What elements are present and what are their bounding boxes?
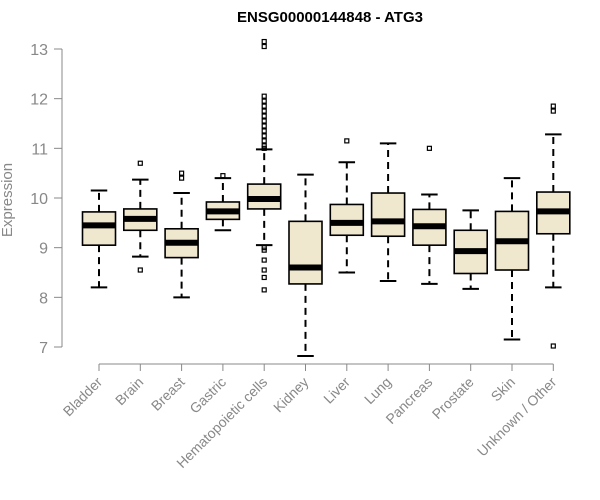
outlier-point <box>261 274 267 281</box>
box-iqr <box>288 220 323 285</box>
chart-title: ENSG00000144848 - ATG3 <box>237 9 423 26</box>
outlier-point <box>261 103 267 109</box>
box-group <box>494 177 530 341</box>
box-group <box>81 189 117 289</box>
outlier-point <box>137 267 143 273</box>
box-group <box>329 138 365 274</box>
outlier-point <box>550 103 556 109</box>
outlier-point <box>261 98 267 104</box>
outlier-point <box>550 343 556 349</box>
outlier-point <box>261 287 267 293</box>
boxes <box>81 38 571 357</box>
x-tick-label: Brain <box>112 374 146 408</box>
outlier-point <box>261 108 267 114</box>
outlier-point <box>426 145 432 151</box>
outlier-point <box>344 138 350 144</box>
outlier-point <box>261 245 267 251</box>
box-group <box>123 160 158 273</box>
box-iqr <box>370 192 406 238</box>
outlier-point <box>261 118 267 124</box>
outlier-point <box>261 257 267 263</box>
y-tick-label: 8 <box>39 290 48 307</box>
outlier-point <box>261 93 267 99</box>
y-tick-label: 13 <box>30 42 48 59</box>
outlier-point <box>550 108 556 114</box>
x-tick-label: Breast <box>148 374 188 414</box>
outlier-point <box>137 160 143 166</box>
x-tick-label: Lung <box>361 374 394 407</box>
outlier-point <box>261 138 267 144</box>
outlier-point <box>261 38 267 45</box>
x-tick-label: Kidney <box>270 374 312 416</box>
y-tick-label: 10 <box>30 191 48 208</box>
y-tick-label: 9 <box>39 241 48 258</box>
x-tick-label: Liver <box>320 374 353 407</box>
x-tick-label: Bladder <box>60 374 106 420</box>
x-tick-label: Prostate <box>429 374 477 422</box>
box-group <box>453 209 489 290</box>
outlier-point <box>261 128 267 134</box>
outlier-point <box>261 133 267 139</box>
outlier-point <box>261 113 267 119</box>
box-group <box>246 38 282 293</box>
outlier-point <box>179 170 185 176</box>
y-tick-label: 7 <box>39 340 48 357</box>
y-axis-label: Expression <box>0 163 16 237</box>
box-group <box>164 170 199 299</box>
box-iqr <box>81 211 117 246</box>
box-group <box>288 173 323 357</box>
x-tick-label: Skin <box>488 374 519 405</box>
outlier-point <box>261 43 267 50</box>
box-group <box>370 142 406 282</box>
outlier-point <box>261 143 267 149</box>
outlier-point <box>261 267 267 273</box>
box-group <box>535 103 571 349</box>
box-group <box>412 145 447 285</box>
y-tick-label: 12 <box>30 92 48 109</box>
box-group <box>205 173 241 232</box>
outlier-point <box>220 173 226 179</box>
outlier-point <box>179 175 185 181</box>
outlier-point <box>261 123 267 129</box>
y-tick-label: 11 <box>31 141 48 158</box>
